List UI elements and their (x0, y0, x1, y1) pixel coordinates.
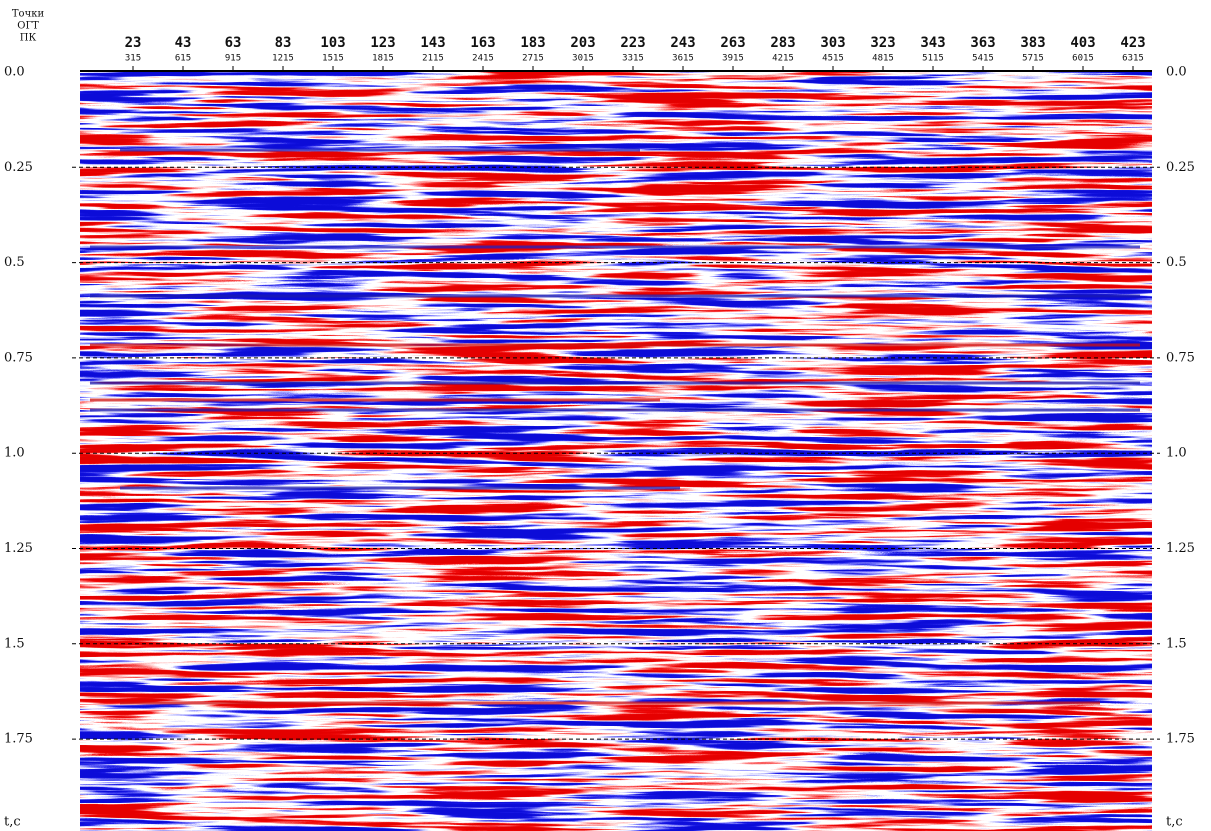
cdp-label: 383 (1020, 35, 1045, 51)
cdp-label: 223 (620, 35, 645, 51)
time-label-right: 0.5 (1166, 255, 1187, 270)
cdp-label: 43 (175, 35, 192, 51)
time-label-left: 1.5 (4, 636, 25, 651)
pk-label: 1215 (272, 54, 294, 64)
cdp-label: 423 (1120, 35, 1145, 51)
header-line: ПК (20, 33, 37, 44)
cdp-label: 23 (125, 35, 142, 51)
pk-label: 3615 (672, 54, 694, 64)
time-label-left: 1.75 (4, 732, 33, 747)
pk-label: 6315 (1122, 54, 1144, 64)
time-label-left: 1.25 (4, 541, 33, 556)
time-label-right: 1.0 (1166, 446, 1187, 461)
pk-label: 2115 (422, 54, 444, 64)
reflectors (90, 148, 1140, 705)
pk-label: 315 (125, 54, 141, 64)
cdp-label: 243 (670, 35, 695, 51)
pk-label: 4815 (872, 54, 894, 64)
time-label-right: 0.0 (1166, 65, 1187, 80)
time-label-left: 1.0 (4, 446, 25, 461)
cdp-label: 183 (520, 35, 545, 51)
time-label-right: 0.75 (1166, 350, 1195, 365)
pk-label: 615 (175, 54, 191, 64)
time-axis-label-right: t,c (1166, 815, 1183, 830)
pk-label: 915 (225, 54, 241, 64)
pk-label: 6015 (1072, 54, 1094, 64)
time-label-right: 1.25 (1166, 541, 1195, 556)
time-label-right: 0.25 (1166, 160, 1195, 175)
cdp-label: 203 (570, 35, 595, 51)
cdp-label: 283 (770, 35, 795, 51)
pk-label: 3015 (572, 54, 594, 64)
cdp-label: 163 (470, 35, 495, 51)
pk-label: 2715 (522, 54, 544, 64)
pk-label: 2415 (472, 54, 494, 64)
time-label-left: 0.0 (4, 65, 25, 80)
cdp-label: 363 (970, 35, 995, 51)
pk-label: 4515 (822, 54, 844, 64)
pk-label: 1515 (322, 54, 344, 64)
pk-label: 5715 (1022, 54, 1044, 64)
cdp-label: 303 (820, 35, 845, 51)
cdp-label: 123 (370, 35, 395, 51)
cdp-label: 403 (1070, 35, 1095, 51)
pk-label: 3915 (722, 54, 744, 64)
cdp-label: 263 (720, 35, 745, 51)
header-line: ОГТ (17, 21, 39, 32)
cdp-label: 143 (420, 35, 445, 51)
time-label-right: 1.5 (1166, 636, 1187, 651)
cdp-label: 63 (225, 35, 242, 51)
time-label-left: 0.5 (4, 255, 25, 270)
pk-label: 4215 (772, 54, 794, 64)
pk-label: 5415 (972, 54, 994, 64)
time-label-right: 1.75 (1166, 732, 1195, 747)
time-label-left: 0.75 (4, 350, 33, 365)
cdp-label: 103 (320, 35, 345, 51)
cdp-label: 323 (870, 35, 895, 51)
cdp-label: 83 (275, 35, 292, 51)
header-line: Точки (12, 9, 45, 20)
pk-label: 1815 (372, 54, 394, 64)
pk-label: 5115 (922, 54, 944, 64)
time-label-left: 0.25 (4, 160, 33, 175)
cdp-label: 343 (920, 35, 945, 51)
seismic-image (80, 72, 1152, 831)
pk-label: 3315 (622, 54, 644, 64)
time-axis-label-left: t,c (4, 815, 21, 830)
